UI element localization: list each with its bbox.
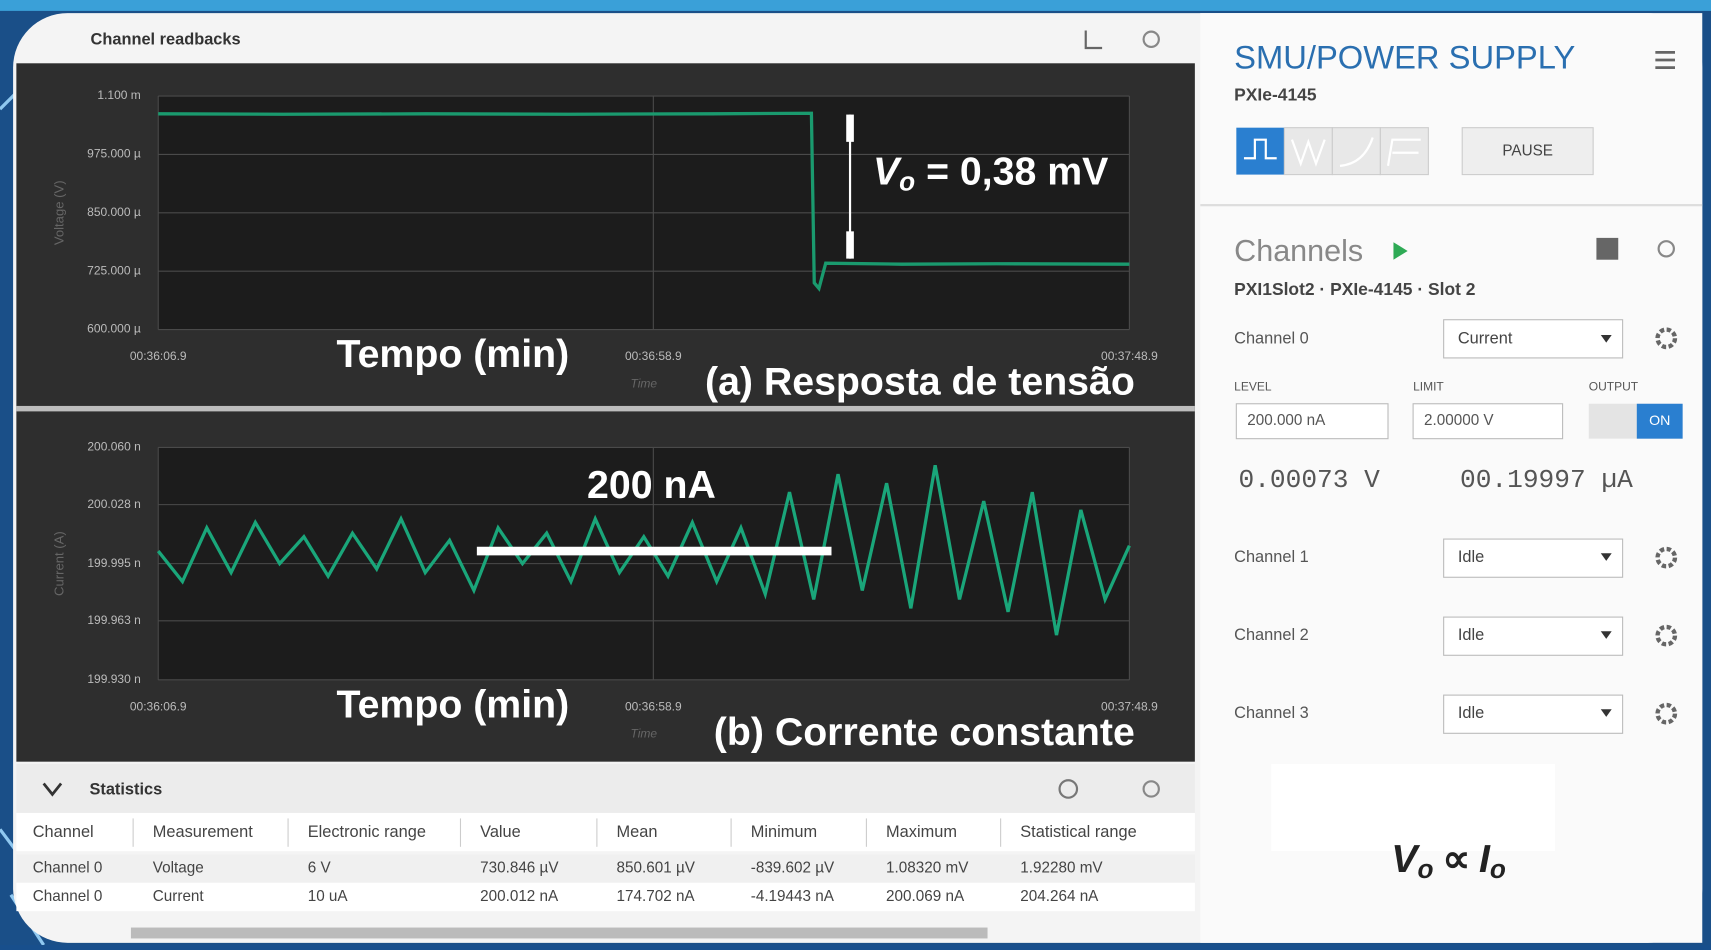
stats-header — [16, 764, 1194, 813]
limit-label: LIMIT — [1413, 380, 1444, 394]
channel-path: PXI1Slot2 · PXIe-4145 · Slot 2 — [1234, 279, 1475, 299]
channel-name: Channel 1 — [1234, 548, 1309, 566]
top-strip — [0, 0, 1711, 11]
column-header: Channel — [33, 823, 94, 841]
table-cell: 10 uA — [308, 888, 349, 905]
y-tick-label: 850.000 µ — [87, 205, 141, 219]
formula-part: ∝ — [1442, 837, 1470, 881]
x-tick-label: 00:36:58.9 — [625, 349, 682, 363]
y-tick-label: 1.100 m — [97, 88, 140, 102]
channel-name: Channel 3 — [1234, 704, 1309, 722]
column-header: Value — [480, 823, 521, 841]
mode-button[interactable] — [1236, 128, 1284, 175]
table-cell: 200.069 nA — [886, 888, 965, 905]
screenshot: Channel readbacks Statistics Channel Meas… — [0, 0, 1711, 945]
x-tick-label: 00:36:58.9 — [625, 699, 682, 713]
marker-symbol: V — [873, 150, 902, 194]
channel-name: Channel 0 — [1234, 330, 1309, 348]
annotation: Tempo (min) — [337, 332, 570, 376]
column-header: Minimum — [751, 823, 817, 841]
smu-model: PXIe-4145 — [1234, 85, 1317, 105]
annotation: (b) Corrente constante — [714, 710, 1135, 754]
annotation: (a) Resposta de tensão — [705, 359, 1135, 403]
y-tick-label: 200.060 n — [87, 440, 140, 454]
x-axis-label: Time — [631, 376, 658, 390]
y-tick-label: 199.930 n — [87, 672, 140, 686]
table-cell: 1.92280 mV — [1020, 860, 1103, 877]
panel-title: Channel readbacks — [91, 31, 241, 49]
table-cell: Current — [153, 888, 205, 905]
x-axis-label: Time — [631, 727, 658, 741]
voltage-reading: 0.00073 V — [1239, 465, 1381, 495]
column-header: Statistical range — [1020, 823, 1136, 841]
table-cell: 1.08320 mV — [886, 860, 969, 877]
formula-part: V — [1391, 837, 1420, 881]
marker-label: 200 nA — [587, 463, 716, 507]
table-cell: Voltage — [153, 860, 204, 877]
mode-button[interactable] — [1332, 128, 1380, 175]
table-cell: Channel 0 — [33, 860, 103, 877]
marker-subscript: o — [899, 166, 915, 196]
marker-text: = 0,38 mV — [926, 150, 1108, 194]
y-tick-label: 725.000 µ — [87, 263, 141, 277]
output-label: OUTPUT — [1589, 380, 1639, 394]
current-reading: 00.19997 µA — [1460, 465, 1633, 495]
page: Channel readbacks Statistics Channel Meas… — [0, 0, 1711, 945]
table-cell: 174.702 nA — [617, 888, 696, 905]
scrollbar[interactable] — [131, 928, 988, 939]
splitter — [16, 406, 1194, 411]
table-cell: -839.602 µV — [751, 860, 835, 877]
pause-label[interactable]: PAUSE — [1502, 143, 1553, 160]
smu-title: SMU/POWER SUPPLY — [1234, 39, 1575, 76]
x-tick-label: 00:36:06.9 — [130, 349, 187, 363]
y-tick-label: 199.963 n — [87, 613, 140, 627]
channels-title: Channels — [1234, 234, 1363, 268]
table-cell: 200.012 nA — [480, 888, 559, 905]
column-header: Electronic range — [308, 823, 426, 841]
table-cell: Channel 0 — [33, 888, 103, 905]
column-header: Measurement — [153, 823, 253, 841]
y-tick-label: 200.028 n — [87, 497, 140, 511]
x-tick-label: 00:36:06.9 — [130, 699, 187, 713]
y-axis-label: Current (A) — [51, 531, 66, 596]
limit-value[interactable]: 2.00000 V — [1424, 412, 1494, 429]
y-tick-label: 975.000 µ — [87, 147, 141, 161]
mode-value[interactable]: Idle — [1458, 548, 1484, 566]
table-cell: 204.264 nA — [1020, 888, 1099, 905]
mode-button[interactable] — [1380, 128, 1428, 175]
channel-name: Channel 2 — [1234, 626, 1309, 644]
mode-value[interactable]: Idle — [1458, 626, 1484, 644]
level-label: LEVEL — [1234, 380, 1272, 394]
y-axis-label: Voltage (V) — [51, 180, 66, 245]
y-tick-label: 199.995 n — [87, 556, 140, 570]
mode-value[interactable]: Idle — [1458, 704, 1484, 722]
mode-value[interactable]: Current — [1458, 330, 1513, 348]
table-cell: 6 V — [308, 860, 332, 877]
table-cell: 730.846 µV — [480, 860, 559, 877]
annotation: Tempo (min) — [337, 682, 570, 726]
separator — [1200, 204, 1702, 206]
formula-part: o — [1490, 854, 1506, 884]
column-header: Mean — [617, 823, 658, 841]
formula: Vo∝Io — [1391, 837, 1506, 883]
grid-icon[interactable] — [1596, 238, 1618, 260]
mode-button[interactable] — [1284, 128, 1332, 175]
formula-part: o — [1417, 854, 1433, 884]
column-header: Maximum — [886, 823, 957, 841]
y-tick-label: 600.000 µ — [87, 322, 141, 336]
table-cell: -4.19443 nA — [751, 888, 835, 905]
output-state[interactable]: ON — [1649, 413, 1670, 429]
stats-title: Statistics — [89, 780, 162, 798]
table-cell: 850.601 µV — [617, 860, 696, 877]
level-value[interactable]: 200.000 nA — [1247, 412, 1326, 429]
